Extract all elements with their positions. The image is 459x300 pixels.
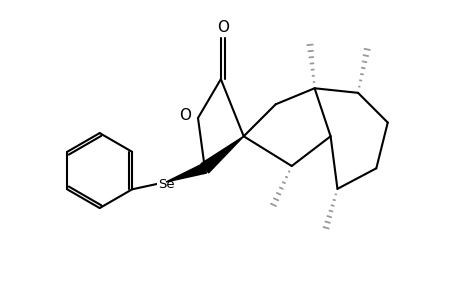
- Text: Se: Se: [157, 178, 174, 191]
- Text: O: O: [217, 20, 229, 35]
- Polygon shape: [201, 136, 243, 173]
- Text: O: O: [179, 108, 191, 123]
- Polygon shape: [166, 164, 206, 182]
